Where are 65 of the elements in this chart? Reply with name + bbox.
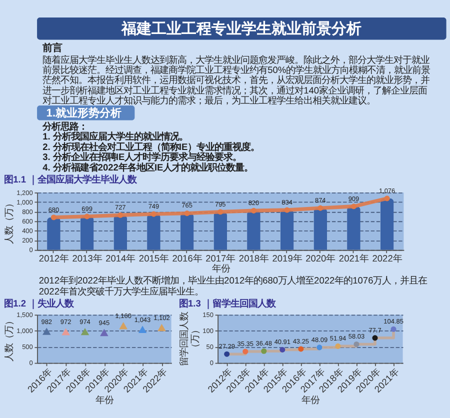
y-axis-title: 留学回国人数（万） [178, 312, 200, 366]
point [384, 196, 390, 202]
point [316, 344, 322, 350]
text: 2012年到2022年毕业人数不断增加，毕业生由2012年的680万人增至2022年的1076万人，并且在2022年首次突破千万大学生应届毕业生。 [38, 276, 428, 296]
bar [280, 210, 294, 250]
point [261, 348, 267, 354]
text: 4. 分析福建省2022年各地区IE人才的就业职位数量。 [42, 162, 254, 172]
bar [314, 208, 328, 250]
x-tick-label: 2013年 [72, 253, 102, 264]
point [100, 328, 108, 336]
text: 1. 分析我国应届大学生的就业情况。 [42, 132, 188, 142]
point [350, 204, 356, 210]
bar [380, 198, 394, 250]
text: 福建工业工程专业学生就业前景分析 [120, 20, 362, 38]
text: 1.就业形势分析 [46, 106, 122, 120]
x-tick-label: 2022年 [372, 253, 402, 264]
x-tick-label: 2014年 [106, 253, 136, 264]
point [80, 328, 90, 336]
x-tick-label: 2017年 [206, 253, 236, 264]
point [50, 214, 56, 220]
x-tick-label: 2012年 [38, 253, 68, 264]
point [119, 322, 128, 330]
point [372, 335, 378, 341]
point [250, 208, 256, 214]
x-tick-label: 2019年 [272, 253, 302, 264]
point [218, 209, 224, 215]
x-axis-title: 年份 [96, 395, 114, 406]
point [84, 214, 90, 220]
y-axis-title: 人数（万） [4, 316, 14, 362]
point [158, 324, 166, 332]
point [138, 326, 147, 333]
point [184, 210, 190, 216]
point [390, 326, 396, 332]
x-tick-label: 2021年 [338, 253, 368, 264]
point [354, 341, 360, 347]
point [298, 346, 304, 352]
bar [80, 216, 94, 250]
point [318, 205, 324, 211]
x-tick-label: 2015年 [138, 253, 168, 264]
chart-title: 图1.2 ｜失业人数 [4, 298, 75, 310]
point [284, 207, 290, 213]
x-tick-label: 2016年 [172, 253, 202, 264]
y-axis-title: 人数（万） [4, 199, 14, 244]
point [150, 211, 156, 217]
chart-title: 图1.3 ｜留学生回国人数 [179, 298, 276, 310]
point [242, 348, 248, 354]
text: 3. 分析企业在招聘IE人才时学历要求与经验要求。 [42, 152, 242, 162]
point [62, 328, 70, 336]
x-tick-label: 2020年 [306, 253, 336, 264]
x-tick-label: 2018年 [238, 253, 268, 264]
chart-title: 图1.1 ｜全国应届大学生毕业人数 [4, 174, 138, 186]
point [335, 343, 341, 349]
bar [180, 213, 194, 250]
text: 随着应届大学生毕业生人数达到新高，大学生就业问题愈发严峻。除此之外，部分大学生对于就业前景比较迷茫。经过调查，福建商学院工业工程专业约有50%的学生就业方向模糊不清，就业前景茫然不知。本报告利用软件，运用数据可视化技术，首先，从宏观层面分析大学生的就业形势，并进一步剖析福建地区对工业工程专业就业需求情况；其次，通过对140家企业调研，了解企业层面对工业工程专业人才知识与能力的需求；最后，为工业工程学生给出相关就业建议。 [42, 54, 430, 106]
text: 前言 [42, 42, 63, 54]
point [280, 346, 286, 352]
bar [114, 215, 128, 250]
x-axis-title: 年份 [212, 264, 230, 274]
point [224, 351, 230, 357]
text: 2. 分析现在社会对工业工程（简称IE）专业的重视度。 [42, 142, 260, 152]
bar [214, 212, 228, 250]
point [118, 212, 124, 218]
x-axis-title: 年份 [302, 395, 320, 406]
point [42, 328, 51, 335]
text: 分析思路： [42, 122, 88, 132]
